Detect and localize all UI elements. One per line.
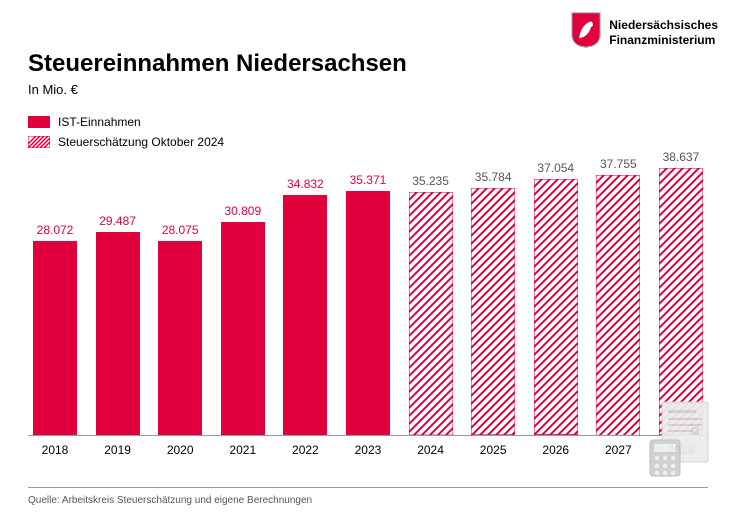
bars-container: 28.072201829.487201928.075202030.8092021… [28, 160, 708, 436]
x-axis-label: 2022 [278, 443, 332, 457]
x-axis-label: 2023 [341, 443, 395, 457]
bar-solid [283, 195, 327, 435]
bar-value-label: 37.755 [600, 157, 637, 171]
legend-est: Steuerschätzung Oktober 2024 [28, 135, 224, 149]
bar-2026: 37.054 2026 [529, 161, 583, 435]
x-axis-label: 2021 [216, 443, 270, 457]
bar-solid [158, 241, 202, 435]
bar-2024: 35.235 2024 [404, 174, 458, 435]
bar-value-label: 30.809 [224, 204, 261, 218]
bar-solid [221, 222, 265, 435]
bar-2020: 28.0752020 [153, 223, 207, 435]
bar-hatched [534, 179, 578, 435]
footer-divider [28, 487, 708, 488]
bar-solid [346, 191, 390, 435]
x-axis-label: 2026 [529, 443, 583, 457]
bar-2018: 28.0722018 [28, 223, 82, 435]
legend-ist-label: IST-Einnahmen [58, 115, 141, 129]
legend-ist: IST-Einnahmen [28, 115, 224, 129]
x-axis-label: 2018 [28, 443, 82, 457]
ministry-name: Niedersächsisches Finanzministerium [609, 18, 718, 47]
legend-swatch-hatch [28, 136, 50, 148]
legend: IST-Einnahmen Steuerschätzung Oktober 20… [28, 115, 224, 155]
ministry-line1: Niedersächsisches [609, 18, 718, 32]
bar-solid [33, 241, 77, 435]
bar-value-label: 35.371 [350, 173, 387, 187]
bar-value-label: 38.637 [663, 150, 700, 164]
revenue-chart: 28.072201829.487201928.075202030.8092021… [28, 160, 708, 460]
bar-2027: 37.755 2027 [591, 157, 645, 436]
bar-value-label: 29.487 [99, 214, 136, 228]
legend-swatch-solid [28, 116, 50, 128]
bar-hatched [596, 175, 640, 436]
source-text: Quelle: Arbeitskreis Steuerschätzung und… [28, 495, 312, 506]
bar-value-label: 35.235 [412, 174, 449, 188]
bar-2019: 29.4872019 [91, 214, 145, 435]
bar-value-label: 37.054 [537, 161, 574, 175]
bar-2022: 34.8322022 [278, 177, 332, 435]
x-axis-label: 2025 [466, 443, 520, 457]
bar-hatched [659, 168, 703, 435]
bar-value-label: 28.075 [162, 223, 199, 237]
bar-2028: 38.637 2028 [654, 150, 708, 435]
bar-2025: 35.784 2025 [466, 170, 520, 435]
subtitle: In Mio. € [28, 82, 78, 97]
bar-value-label: 34.832 [287, 177, 324, 191]
header: Niedersächsisches Finanzministerium [571, 12, 718, 53]
x-axis-label: 2019 [91, 443, 145, 457]
x-axis-label: 2024 [404, 443, 458, 457]
legend-est-label: Steuerschätzung Oktober 2024 [58, 135, 224, 149]
page-title: Steuereinnahmen Niedersachsen [28, 50, 407, 78]
bar-value-label: 35.784 [475, 170, 512, 184]
bar-2023: 35.3712023 [341, 173, 395, 435]
bar-hatched [471, 188, 515, 435]
x-axis-label: 2020 [153, 443, 207, 457]
bar-2021: 30.8092021 [216, 204, 270, 435]
bar-solid [96, 232, 140, 435]
bar-value-label: 28.072 [37, 223, 74, 237]
ministry-line2: Finanzministerium [609, 33, 718, 47]
document-calculator-icon [648, 400, 716, 478]
shield-horse-icon [571, 12, 601, 53]
x-axis-label: 2027 [591, 443, 645, 457]
bar-hatched [409, 192, 453, 435]
